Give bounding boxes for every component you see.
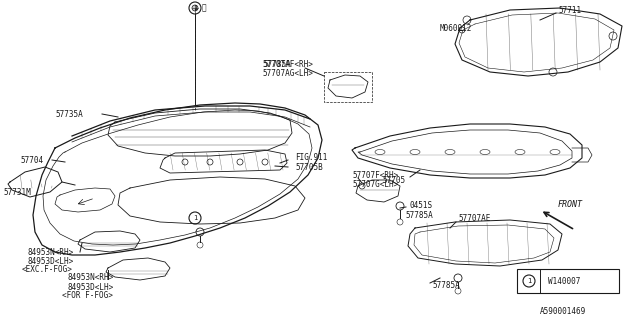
Text: 57707F<RH>: 57707F<RH>	[352, 171, 398, 180]
Text: 84953D<LH>: 84953D<LH>	[68, 283, 115, 292]
Text: 84953D<LH>: 84953D<LH>	[28, 257, 74, 266]
Text: W140007: W140007	[548, 276, 580, 285]
Circle shape	[192, 5, 198, 11]
Text: ①: ①	[202, 4, 207, 12]
Text: 57705: 57705	[382, 175, 405, 185]
Text: <EXC.F-FOG>: <EXC.F-FOG>	[22, 266, 73, 275]
Text: 57707AE: 57707AE	[458, 213, 490, 222]
Text: 1: 1	[193, 215, 197, 221]
Text: FIG.911: FIG.911	[295, 153, 328, 162]
Text: 0451S: 0451S	[410, 201, 433, 210]
Text: 1: 1	[193, 5, 197, 11]
Text: 57735A: 57735A	[55, 109, 83, 118]
Text: FRONT: FRONT	[557, 199, 582, 209]
Text: 57785A: 57785A	[405, 211, 433, 220]
Text: 57711: 57711	[558, 5, 581, 14]
Text: 57785A: 57785A	[432, 281, 460, 290]
Text: M060012: M060012	[440, 23, 472, 33]
Text: 57785A: 57785A	[263, 60, 291, 68]
Text: <FOR F-FOG>: <FOR F-FOG>	[62, 292, 113, 300]
Text: 57707AG<LH>: 57707AG<LH>	[262, 68, 313, 77]
Text: 1: 1	[527, 278, 531, 284]
Text: 84953N<RH>: 84953N<RH>	[28, 247, 74, 257]
Text: 57705B: 57705B	[295, 163, 323, 172]
Text: A590001469: A590001469	[540, 308, 586, 316]
Text: 57704: 57704	[20, 156, 43, 164]
Text: 57731M: 57731M	[3, 188, 31, 196]
Text: 57707G<LH>: 57707G<LH>	[352, 180, 398, 188]
Text: 84953N<RH>: 84953N<RH>	[68, 274, 115, 283]
Text: 57707AF<RH>: 57707AF<RH>	[262, 60, 313, 68]
